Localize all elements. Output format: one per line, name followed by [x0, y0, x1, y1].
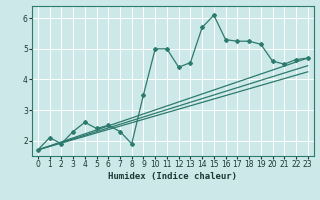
- X-axis label: Humidex (Indice chaleur): Humidex (Indice chaleur): [108, 172, 237, 181]
